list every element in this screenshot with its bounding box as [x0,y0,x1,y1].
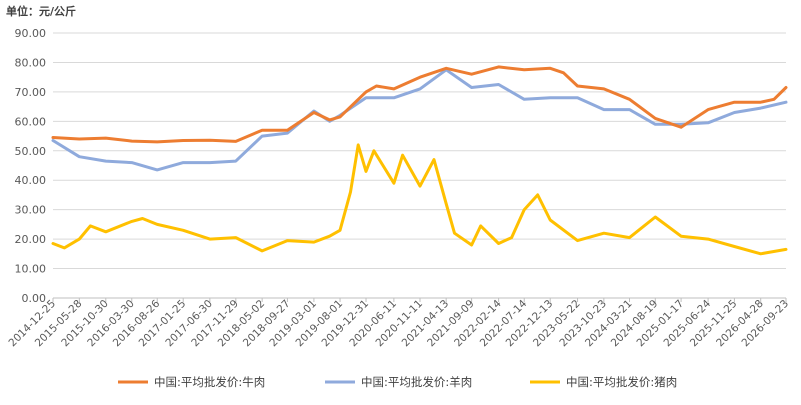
y-tick-label: 70.00 [15,86,47,99]
series-line [51,68,788,172]
y-tick-label: 50.00 [15,145,47,158]
y-tick-label: 60.00 [15,115,47,128]
y-tick-label: 30.00 [15,204,47,217]
series-line [51,143,788,256]
y-tick-label: 20.00 [15,233,47,246]
legend-label: 中国:平均批发价:猪肉 [566,375,677,389]
y-tick-label: 40.00 [15,174,47,187]
y-tick-label: 10.00 [15,263,47,276]
y-tick-label: 0.00 [22,292,47,305]
y-tick-label: 90.00 [15,27,47,40]
series-line [51,65,788,144]
y-tick-label: 80.00 [15,56,47,69]
legend-label: 中国:平均批发价:牛肉 [154,375,265,389]
legend-label: 中国:平均批发价:羊肉 [361,375,472,389]
unit-label: 单位：元/公斤 [6,5,77,18]
